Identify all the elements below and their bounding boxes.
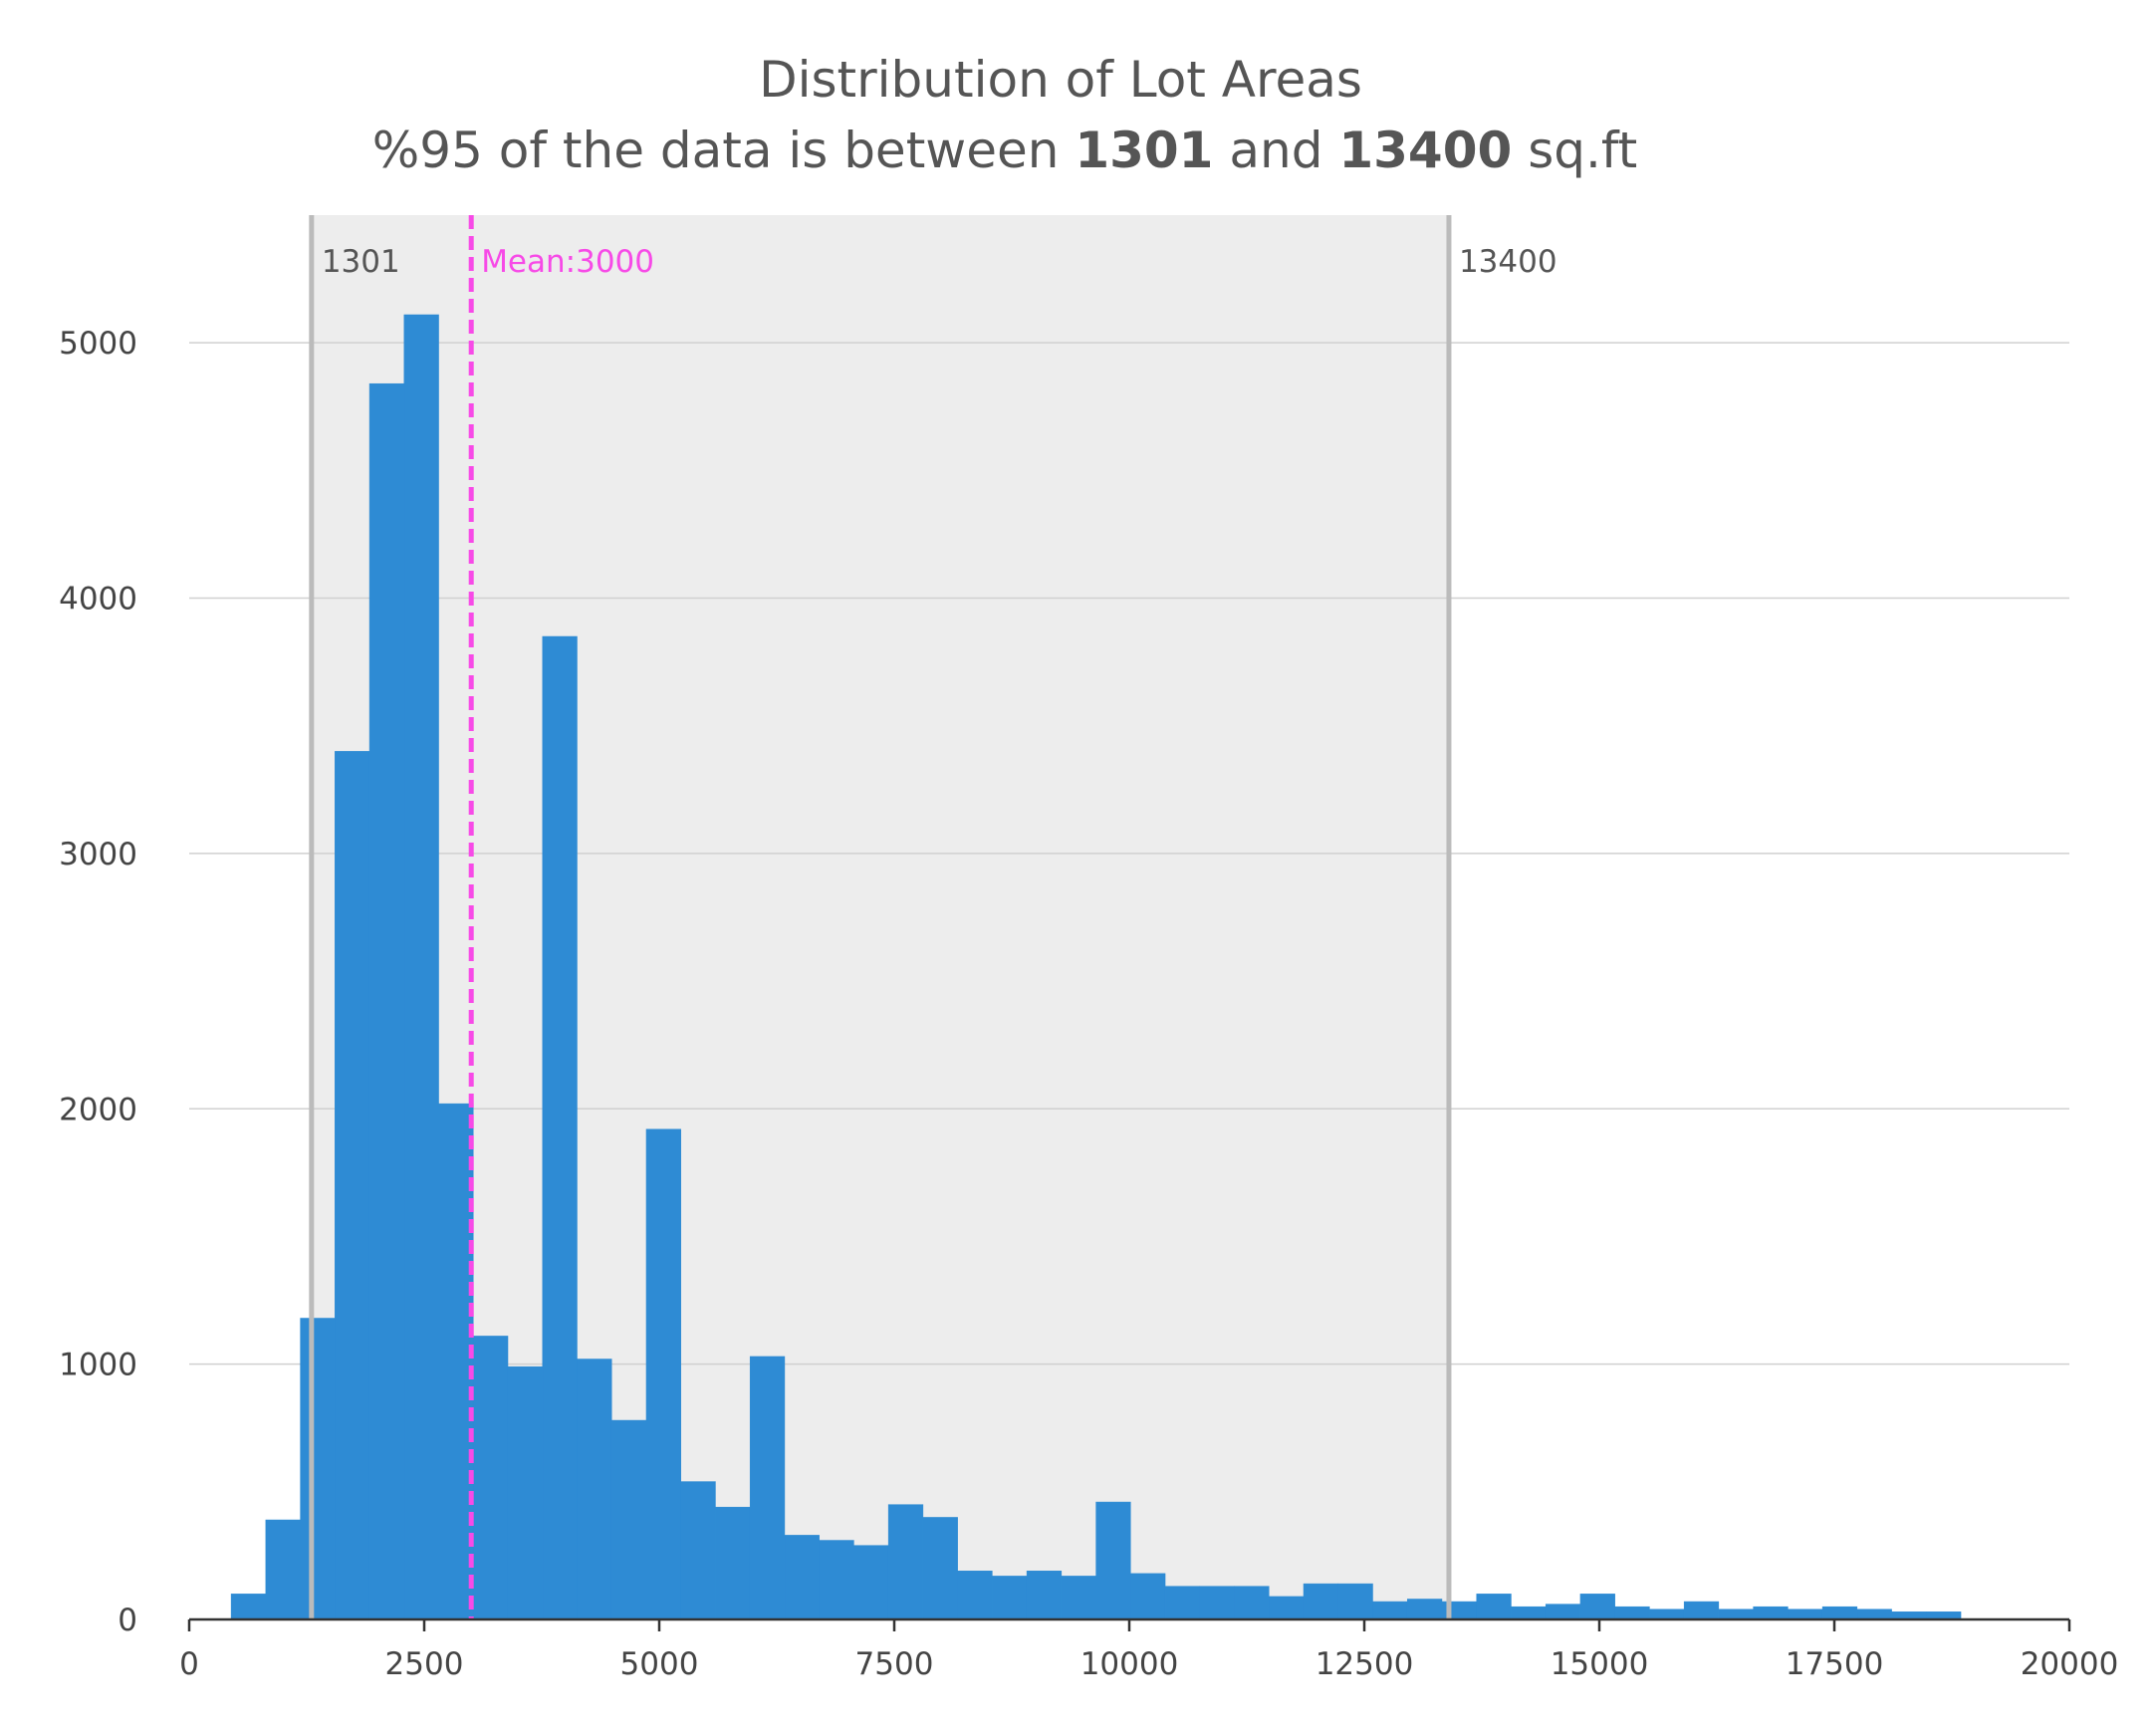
chart-subtitle: %95 of the data is between 1301 and 1340…	[372, 122, 1637, 179]
y-tick-label: 1000	[59, 1348, 137, 1383]
subtitle-middle: and	[1213, 122, 1338, 179]
histogram-bar	[368, 382, 405, 1620]
x-tick-label: 20000	[2021, 1646, 2119, 1682]
x-tick-label: 0	[179, 1646, 199, 1682]
reference-line-label-1: Mean:3000	[481, 244, 654, 280]
histogram-bar	[1130, 1573, 1166, 1620]
histogram-bar	[1511, 1606, 1547, 1620]
histogram-bar	[1061, 1576, 1096, 1620]
histogram-bar	[1753, 1606, 1789, 1620]
histogram-bar	[784, 1535, 820, 1620]
x-tick-label: 5000	[620, 1646, 699, 1682]
y-tick-label: 0	[118, 1603, 137, 1638]
histogram-bar	[335, 751, 370, 1620]
histogram-bar	[749, 1356, 786, 1620]
histogram-bar	[1372, 1601, 1408, 1620]
x-tick-label: 17500	[1786, 1646, 1884, 1682]
reference-line-label-2: 13400	[1459, 244, 1557, 280]
histogram-bar	[507, 1365, 544, 1620]
histogram-bar	[957, 1571, 993, 1620]
x-tick-label: 2500	[385, 1646, 464, 1682]
axes: 0 2500 5000 7500 10000 12500 15000 17500 20000 0 1…	[59, 326, 2118, 1682]
histogram-bar	[1718, 1609, 1754, 1620]
histogram-bar	[680, 1481, 716, 1620]
histogram-bar	[1234, 1586, 1270, 1620]
histogram-bar	[922, 1517, 958, 1620]
y-tick-label: 2000	[59, 1092, 137, 1127]
histogram-bar	[1026, 1571, 1063, 1620]
histogram-bar	[473, 1336, 509, 1620]
chart-title: Distribution of Lot Areas	[759, 51, 1362, 109]
reference-line-label-0: 1301	[322, 244, 400, 280]
histogram-bar	[819, 1540, 854, 1620]
histogram-bar	[542, 635, 578, 1620]
histogram-bar	[1788, 1609, 1823, 1620]
histogram-bar	[1579, 1594, 1615, 1620]
histogram-bar	[1821, 1606, 1858, 1620]
y-tick-label: 3000	[59, 837, 137, 872]
histogram-bar	[853, 1545, 889, 1620]
subtitle-suffix: sq.ft	[1512, 122, 1637, 179]
histogram-bar	[403, 314, 439, 1620]
histogram-bar	[1683, 1601, 1720, 1620]
histogram-bar	[577, 1359, 612, 1620]
histogram-bar	[1303, 1583, 1339, 1620]
x-tick-label: 10000	[1080, 1646, 1179, 1682]
x-tick-label: 12500	[1316, 1646, 1414, 1682]
histogram-bar	[265, 1519, 301, 1620]
subtitle-prefix: %95 of the data is between	[372, 122, 1076, 179]
histogram-bar	[300, 1318, 336, 1620]
histogram-bars	[230, 314, 1962, 1620]
subtitle-low: 1301	[1075, 122, 1213, 179]
histogram-bar	[230, 1594, 267, 1620]
histogram-bar	[1269, 1596, 1305, 1620]
histogram-bar	[1337, 1583, 1373, 1620]
reference-lines: 1301 Mean:3000 13400	[309, 215, 1557, 1619]
y-tick-label: 5000	[59, 326, 137, 362]
x-tick-label: 15000	[1551, 1646, 1649, 1682]
histogram-bar	[645, 1128, 681, 1620]
histogram-bar	[1164, 1586, 1201, 1620]
histogram-bar	[992, 1576, 1028, 1620]
histogram-bar	[1199, 1586, 1235, 1620]
x-tick-label: 7500	[855, 1646, 934, 1682]
histogram-bar	[1649, 1609, 1685, 1620]
histogram-bar	[715, 1506, 751, 1620]
histogram-bar	[1476, 1594, 1512, 1620]
histogram-bar	[610, 1419, 647, 1620]
histogram-bar	[1406, 1599, 1443, 1620]
subtitle-high: 13400	[1338, 122, 1512, 179]
histogram-bar	[887, 1504, 924, 1620]
histogram-bar	[1545, 1604, 1581, 1620]
histogram-bar	[1614, 1606, 1650, 1620]
y-tick-label: 4000	[59, 582, 137, 618]
histogram-bar	[438, 1103, 474, 1620]
histogram-bar	[1095, 1501, 1131, 1620]
histogram-bar	[1856, 1609, 1892, 1620]
